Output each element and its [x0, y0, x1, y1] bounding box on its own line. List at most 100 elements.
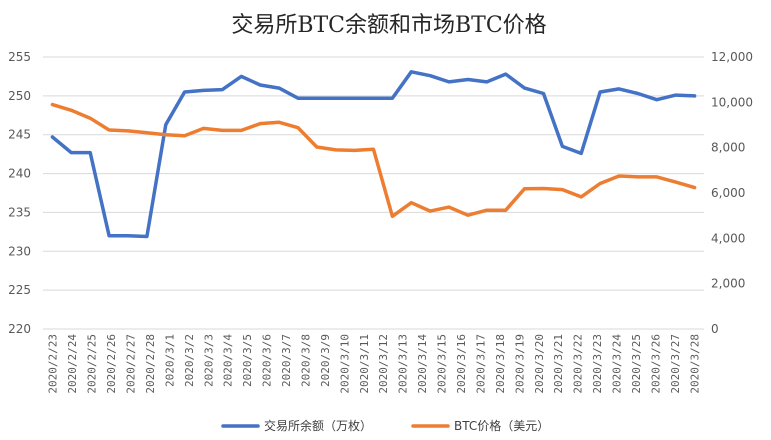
y-right-tick-label: 12,000 — [711, 50, 753, 64]
x-tick-label: 2020/3/6 — [261, 334, 274, 387]
price-point — [674, 180, 677, 184]
x-tick-label: 2020/2/24 — [66, 334, 79, 394]
balance-point — [51, 135, 54, 139]
price-point — [655, 175, 658, 179]
price-point — [561, 188, 564, 191]
balance-point — [334, 97, 337, 100]
balance-point — [617, 87, 621, 91]
y-left-tick-label: 225 — [8, 283, 31, 297]
price-point — [315, 145, 318, 149]
balance-point — [372, 97, 375, 100]
legend-label-balance: 交易所余额（万枚） — [264, 418, 372, 433]
series-line-price — [50, 102, 697, 219]
price-point — [164, 133, 167, 136]
y-left-tick-label: 245 — [8, 128, 31, 142]
price-point — [296, 126, 300, 129]
series-lines — [50, 70, 697, 239]
price-point — [183, 134, 186, 137]
price-point — [221, 129, 224, 132]
x-tick-label: 2020/3/14 — [416, 334, 429, 394]
balance-point — [202, 89, 205, 92]
x-tick-label: 2020/3/8 — [299, 334, 312, 387]
y-right-tick-label: 6,000 — [711, 186, 745, 200]
price-point — [504, 209, 507, 212]
balance-point — [636, 92, 640, 95]
x-tick-label: 2020/3/26 — [649, 334, 662, 394]
x-tick-label: 2020/3/17 — [474, 334, 487, 394]
balance-point — [296, 97, 300, 100]
balance-point — [391, 97, 394, 100]
balance-point — [89, 151, 92, 154]
price-point — [485, 209, 488, 212]
y-left-tick-label: 240 — [8, 167, 31, 181]
x-tick-label: 2020/3/10 — [338, 334, 351, 394]
price-point — [617, 174, 621, 178]
price-point — [145, 131, 149, 134]
price-point — [259, 122, 262, 125]
x-tick-label: 2020/3/3 — [202, 334, 215, 387]
balance-point — [183, 90, 186, 94]
balance-point — [277, 86, 281, 90]
x-tick-label: 2020/3/1 — [163, 334, 176, 387]
x-tick-label: 2020/3/7 — [280, 334, 293, 387]
y-right-tick-label: 8,000 — [711, 141, 745, 155]
x-tick-label: 2020/2/28 — [144, 334, 157, 394]
balance-point — [126, 234, 130, 237]
price-point — [277, 121, 281, 124]
price-point — [693, 186, 696, 189]
price-point — [636, 175, 640, 179]
y-left-tick-label: 250 — [8, 89, 31, 103]
x-tick-label: 2020/3/20 — [533, 334, 546, 394]
x-tick-label: 2020/3/5 — [241, 334, 254, 387]
x-tick-label: 2020/3/2 — [183, 334, 196, 387]
x-tick-label: 2020/3/24 — [611, 334, 624, 394]
legend-label-price: BTC价格（美元） — [454, 418, 549, 433]
y-right-tick-label: 0 — [711, 322, 719, 336]
x-tick-label: 2020/3/28 — [688, 334, 701, 394]
y-left-tick-label: 220 — [8, 322, 31, 336]
balance-point — [523, 86, 526, 90]
price-point — [70, 109, 73, 112]
balance-point — [315, 97, 318, 100]
price-point — [391, 215, 394, 218]
price-point — [334, 148, 337, 152]
x-tick-label: 2020/3/18 — [494, 334, 507, 394]
balance-point — [504, 72, 507, 76]
x-tick-label: 2020/3/4 — [222, 334, 235, 387]
balance-point — [655, 98, 658, 101]
x-tick-label: 2020/3/16 — [455, 334, 468, 394]
x-tick-label: 2020/3/27 — [669, 334, 682, 394]
x-tick-label: 2020/3/13 — [397, 334, 410, 394]
x-tick-label: 2020/3/25 — [630, 334, 643, 394]
price-point — [372, 148, 375, 151]
balance-point — [107, 234, 111, 237]
x-tick-label: 2020/3/23 — [591, 334, 604, 394]
balance-point — [429, 74, 432, 77]
price-point — [240, 129, 243, 132]
x-tick-label: 2020/3/11 — [358, 334, 371, 394]
price-point — [107, 128, 111, 132]
balance-point — [410, 70, 413, 74]
x-tick-label: 2020/2/26 — [105, 334, 118, 394]
x-tick-label: 2020/3/9 — [319, 334, 332, 387]
x-tick-label: 2020/2/23 — [47, 334, 60, 394]
balance-point — [221, 88, 224, 91]
balance-point — [598, 90, 602, 94]
price-point — [580, 195, 583, 199]
price-point — [447, 205, 451, 209]
x-tick-label: 2020/3/12 — [377, 334, 390, 394]
balance-point — [70, 151, 73, 154]
price-point — [51, 103, 54, 106]
price-point — [410, 201, 413, 204]
balance-point — [466, 78, 470, 81]
balance-point — [164, 123, 167, 126]
x-axis: 2020/2/23 2020/2/24 2020/2/25 2020/2/26 2020… — [47, 334, 702, 394]
balance-point — [353, 97, 356, 100]
legend: 交易所余额（万枚） BTC价格（美元） — [221, 418, 549, 433]
x-tick-label: 2020/2/25 — [86, 334, 99, 394]
balance-point — [542, 92, 545, 95]
y-left-tick-label: 235 — [8, 205, 31, 219]
x-tick-label: 2020/2/27 — [124, 334, 137, 394]
price-point — [598, 182, 602, 185]
